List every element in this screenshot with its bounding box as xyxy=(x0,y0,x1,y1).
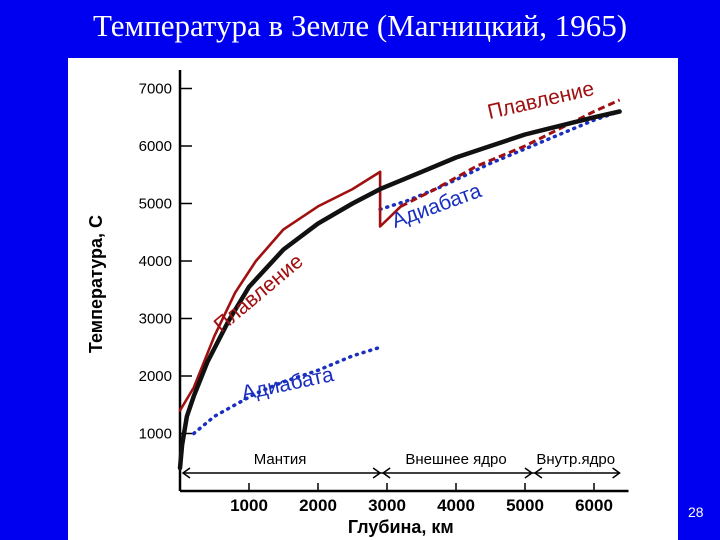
x-axis-title: Глубина, км xyxy=(348,517,454,537)
x-tick-label: 4000 xyxy=(437,496,475,515)
labels-layer: Плавление Адиабата Адиабата Плавление xyxy=(210,77,597,405)
curve-label: Плавление xyxy=(485,77,596,124)
region-label: Внутр.ядро xyxy=(536,451,615,468)
region-arrow-head xyxy=(381,467,391,479)
region-label: Внешнее ядро xyxy=(405,451,506,468)
region-arrow-head xyxy=(612,467,621,479)
series-melting-core xyxy=(400,98,621,208)
x-tick-label: 3000 xyxy=(368,496,406,515)
x-tick-label: 6000 xyxy=(575,496,613,515)
region-arrow-head xyxy=(524,467,534,479)
x-tick-label: 1000 xyxy=(230,496,268,515)
y-tick-label: 7000 xyxy=(139,81,172,98)
y-tick-label: 1000 xyxy=(139,426,172,443)
region-arrow-head xyxy=(372,467,382,479)
x-tick-label: 2000 xyxy=(299,496,337,515)
y-tick-label: 5000 xyxy=(139,196,172,213)
curve-label: Адиабата xyxy=(389,179,485,233)
y-tick-label: 3000 xyxy=(139,311,172,328)
y-axis-title: Температура, С xyxy=(86,215,106,353)
region-arrow-head xyxy=(181,467,191,479)
axes: 1000 2000 3000 4000 5000 6000 7000 1000 2000 3000… xyxy=(86,70,629,537)
y-tick-label: 2000 xyxy=(139,368,172,385)
curve-label: Плавление xyxy=(210,250,308,337)
series-layer xyxy=(177,98,622,471)
y-tick-label: 4000 xyxy=(139,253,172,270)
series-melting-mantle xyxy=(178,170,382,412)
series-temperature xyxy=(177,109,622,471)
region-label: Мантия xyxy=(254,451,307,468)
region-arrow-head xyxy=(533,467,543,479)
series-adiabat-upper xyxy=(378,109,622,212)
temperature-depth-chart: 1000 2000 3000 4000 5000 6000 7000 1000 2000 3000… xyxy=(86,70,629,537)
page-number: 28 xyxy=(688,504,704,520)
curve-label: Адиабата xyxy=(240,363,337,405)
y-tick-label: 6000 xyxy=(139,138,172,155)
chart-panel: 1000 2000 3000 4000 5000 6000 7000 1000 2000 3000… xyxy=(68,58,678,540)
slide-title: Температура в Земле (Магницкий, 1965) xyxy=(92,8,628,43)
x-tick-label: 5000 xyxy=(506,496,544,515)
